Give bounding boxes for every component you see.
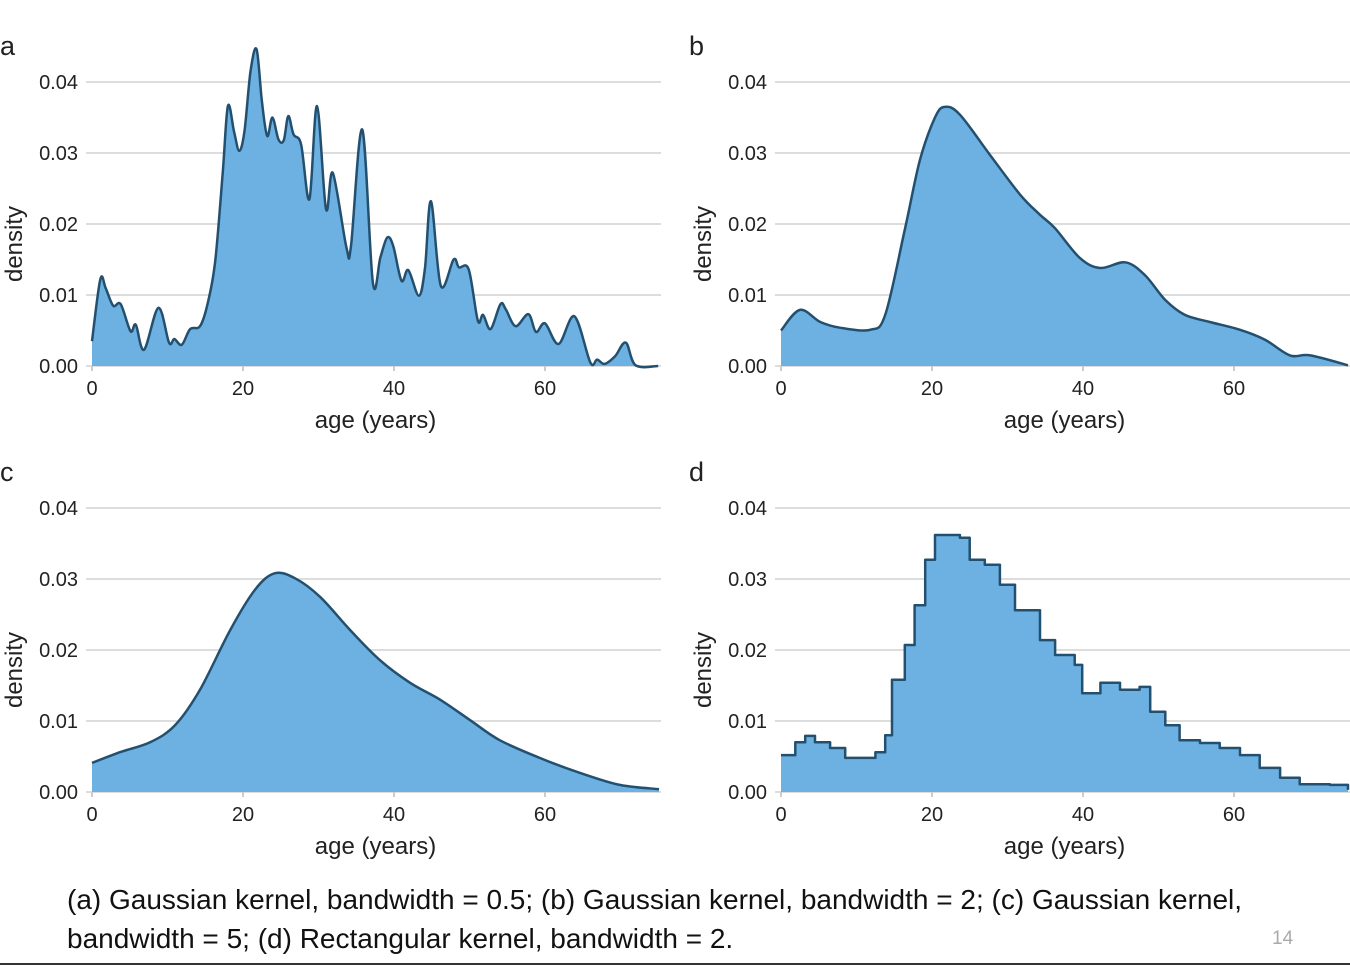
y-axis-label: density [1,632,28,708]
y-tick-label: 0.02 [728,640,767,662]
density-line [90,47,659,369]
x-tick-label: 20 [921,378,943,400]
y-tick-label: 0.02 [728,214,767,236]
y-tick-label: 0.04 [728,72,767,94]
page-number: 14 [1272,928,1294,949]
x-tick-label: 0 [775,804,786,826]
y-tick-label: 0.02 [39,214,78,236]
density-area [781,535,1348,792]
panel-label: d [689,457,704,487]
x-axis-label: age (years) [1004,407,1125,434]
x-tick-label: 0 [86,378,97,400]
x-tick-label: 0 [775,378,786,400]
y-tick-label: 0.03 [728,143,767,165]
density-area [781,106,1348,366]
y-tick-label: 0.01 [39,711,78,733]
y-tick-label: 0.00 [39,356,78,378]
x-tick-label: 20 [232,804,254,826]
y-tick-label: 0.03 [39,143,78,165]
x-tick-label: 20 [232,378,254,400]
density-line [91,571,660,791]
x-axis-label: age (years) [315,407,436,434]
x-tick-label: 40 [1072,378,1094,400]
x-tick-label: 60 [1223,378,1245,400]
x-axis-label: age (years) [1004,833,1125,860]
y-tick-label: 0.04 [39,498,78,520]
y-tick-label: 0.00 [728,782,767,804]
x-tick-label: 60 [1223,804,1245,826]
figure-caption: (a) Gaussian kernel, bandwidth = 0.5; (b… [67,884,1243,954]
y-axis-label: density [690,206,717,282]
density-line [780,105,1349,367]
x-tick-label: 60 [534,378,556,400]
panel-c: 0.00 0.01 0.02 0.03 0.04 0 20 40 60 age (years) de… [0,457,661,860]
y-tick-label: 0.01 [728,285,767,307]
y-tick-label: 0.03 [728,569,767,591]
x-tick-label: 60 [534,804,556,826]
y-axis-label: density [1,206,28,282]
panel-label: c [0,457,14,487]
bottom-rule [0,963,1350,965]
x-tick-label: 20 [921,804,943,826]
y-tick-label: 0.04 [39,72,78,94]
y-tick-label: 0.01 [728,711,767,733]
y-tick-label: 0.03 [39,569,78,591]
panel-a: 0.00 0.01 0.02 0.03 0.04 0 20 40 60 age (years) de… [0,31,661,434]
panel-label: a [0,31,16,61]
y-tick-label: 0.01 [39,285,78,307]
panel-label: b [689,31,704,61]
y-tick-label: 0.00 [39,782,78,804]
y-tick-label: 0.04 [728,498,767,520]
x-tick-label: 40 [383,378,405,400]
density-area [92,48,659,368]
x-axis-label: age (years) [315,833,436,860]
x-tick-label: 0 [86,804,97,826]
panel-d: 0.00 0.01 0.02 0.03 0.04 0 20 40 60 age (years) de… [689,457,1350,860]
y-tick-label: 0.02 [39,640,78,662]
density-area [92,572,659,792]
panel-b: 0.00 0.01 0.02 0.03 0.04 0 20 40 60 age (years) de… [689,31,1350,434]
y-tick-label: 0.00 [728,356,767,378]
x-tick-label: 40 [383,804,405,826]
x-tick-label: 40 [1072,804,1094,826]
y-axis-label: density [690,632,717,708]
density-line [781,533,1350,790]
